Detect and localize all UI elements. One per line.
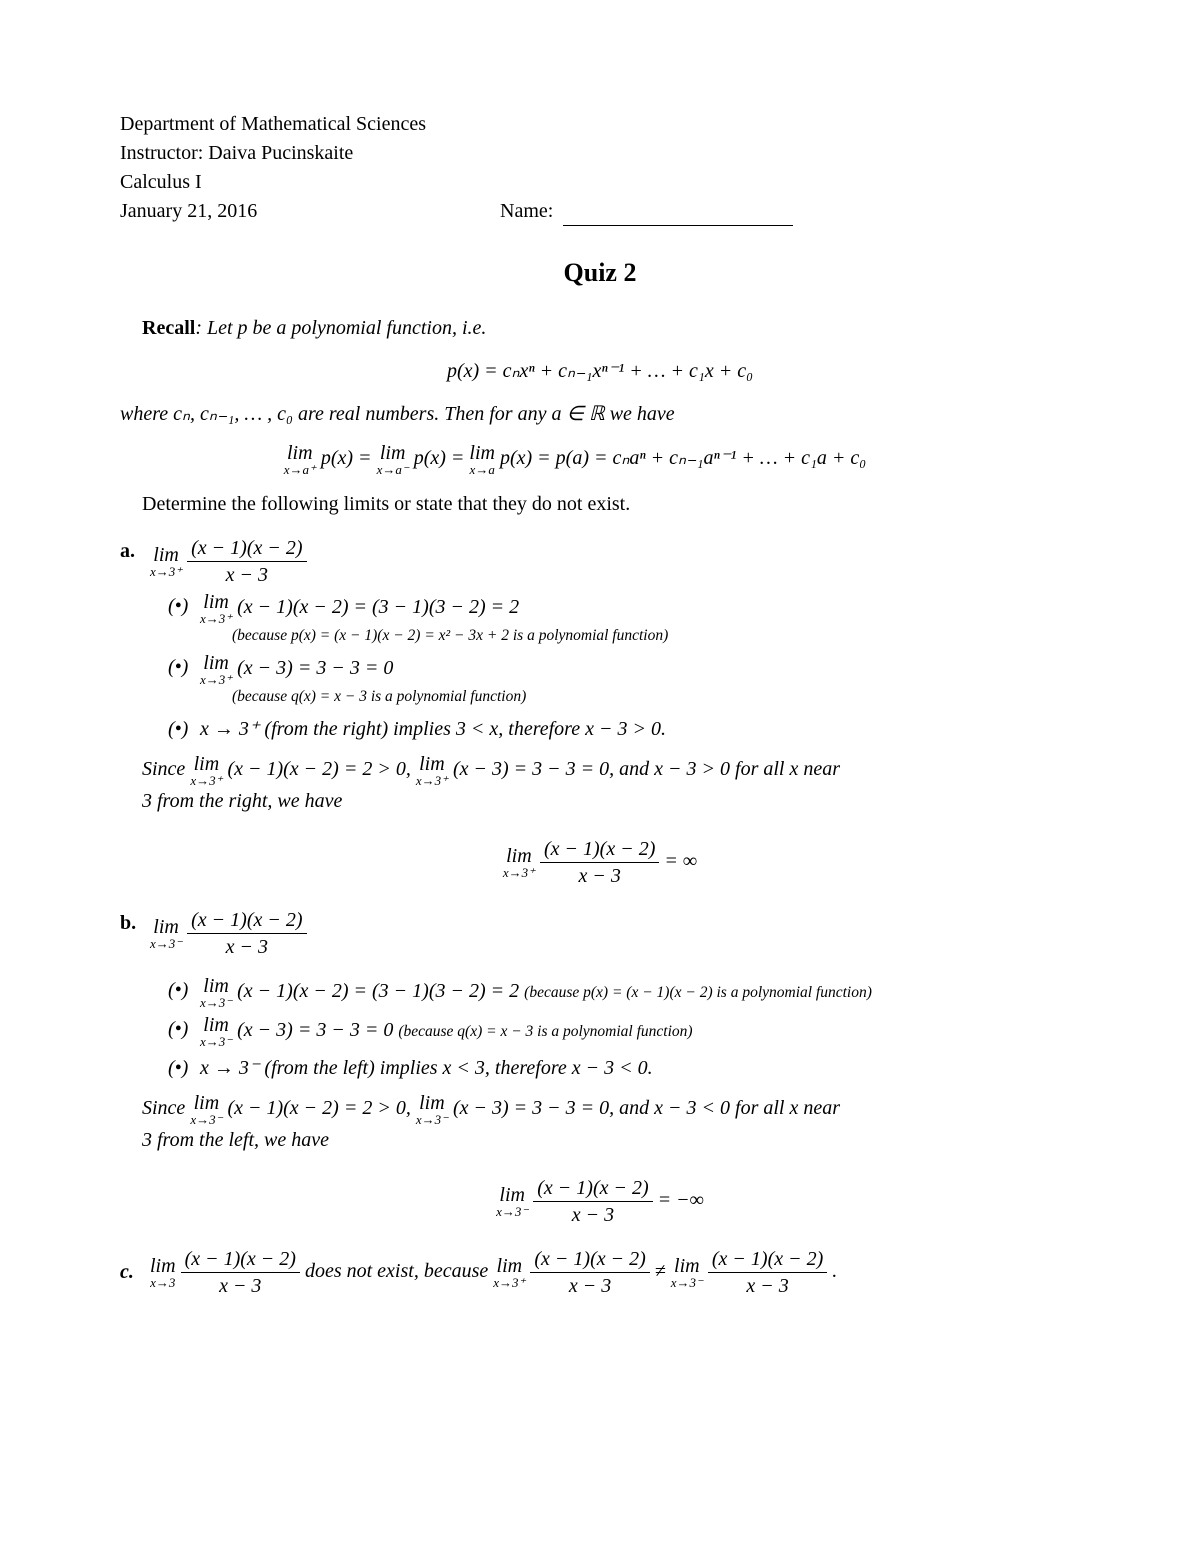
recall-block: Recall: Let p be a polynomial function, … <box>142 314 1080 343</box>
b-b3: x → 3⁻ (from the left) implies x < 3, th… <box>200 1054 653 1083</box>
part-a-bullets: (•) limx→3⁺ (x − 1)(x − 2) = (3 − 1)(3 −… <box>168 592 1080 744</box>
dept-line: Department of Mathematical Sciences <box>120 110 1080 139</box>
recall-intro: : Let p be a polynomial function, i.e. <box>195 317 486 339</box>
a-since: Since limx→3⁺ (x − 1)(x − 2) = 2 > 0, li… <box>142 754 1080 816</box>
date-name-row: January 21, 2016 Name: <box>120 197 1080 226</box>
a-b1-note: (because p(x) = (x − 1)(x − 2) = x² − 3x… <box>232 625 668 647</box>
name-label: Name: <box>500 197 553 226</box>
part-c: c. limx→3 (x − 1)(x − 2)x − 3 does not e… <box>120 1248 1080 1297</box>
name-blank <box>563 203 793 226</box>
recall-limit-eq: limx→a⁺ p(x) = limx→a⁻ p(x) = limx→a p(x… <box>70 443 1080 476</box>
b-since: Since limx→3⁻ (x − 1)(x − 2) = 2 > 0, li… <box>142 1093 1080 1155</box>
poly-equation: p(x) = cₙxⁿ + cₙ₋₁xⁿ⁻¹ + … + c₁x + c₀ <box>120 357 1080 386</box>
course-line: Calculus I <box>120 168 1080 197</box>
recall-where: where cₙ, cₙ₋₁, … , c₀ are real numbers.… <box>120 400 1080 429</box>
instruction: Determine the following limits or state … <box>142 490 1080 519</box>
part-b-bullets: (•) limx→3⁻ (x − 1)(x − 2) = (3 − 1)(3 −… <box>168 976 1080 1083</box>
part-a-label: a. <box>120 537 150 566</box>
part-a: a. limx→3⁺ (x − 1)(x − 2)x − 3 <box>120 537 1080 586</box>
recall-label: Recall <box>142 317 195 339</box>
part-b-label: b. <box>120 909 150 938</box>
part-c-label: c. <box>120 1258 150 1287</box>
header: Department of Mathematical Sciences Inst… <box>120 110 1080 226</box>
a-b2-note: (because q(x) = x − 3 is a polynomial fu… <box>232 686 526 708</box>
page: Department of Mathematical Sciences Inst… <box>0 0 1200 1553</box>
part-b: b. limx→3⁻ (x − 1)(x − 2)x − 3 <box>120 909 1080 958</box>
quiz-title: Quiz 2 <box>120 254 1080 292</box>
b-result: limx→3⁻ (x − 1)(x − 2)x − 3 = −∞ <box>120 1177 1080 1226</box>
date-line: January 21, 2016 <box>120 197 500 226</box>
instructor-line: Instructor: Daiva Pucinskaite <box>120 139 1080 168</box>
a-b3: x → 3⁺ (from the right) implies 3 < x, t… <box>200 715 666 744</box>
a-result: limx→3⁺ (x − 1)(x − 2)x − 3 = ∞ <box>120 838 1080 887</box>
